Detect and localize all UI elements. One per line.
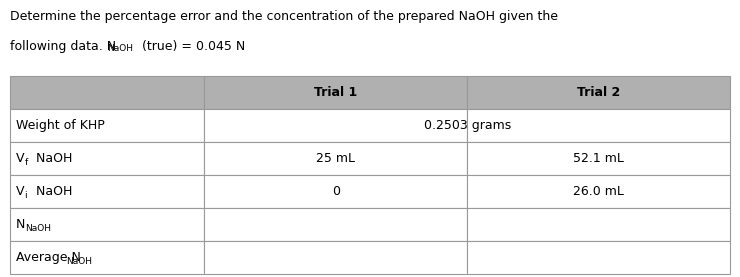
Text: 25 mL: 25 mL xyxy=(316,152,355,165)
Text: Average N: Average N xyxy=(16,251,81,264)
Text: NaOH: NaOH xyxy=(32,185,73,198)
Text: (true) = 0.045 N: (true) = 0.045 N xyxy=(138,40,245,53)
Text: Weight of KHP: Weight of KHP xyxy=(16,119,104,132)
Text: Determine the percentage error and the concentration of the prepared NaOH given : Determine the percentage error and the c… xyxy=(10,10,558,23)
Text: N: N xyxy=(16,218,25,231)
Text: i: i xyxy=(24,191,27,199)
Text: Trial 1: Trial 1 xyxy=(314,86,357,99)
Text: 52.1 mL: 52.1 mL xyxy=(574,152,625,165)
Text: NaOH: NaOH xyxy=(32,152,73,165)
Text: NaOH: NaOH xyxy=(25,224,51,232)
Text: Trial 2: Trial 2 xyxy=(577,86,620,99)
Text: f: f xyxy=(24,158,27,166)
Text: 26.0 mL: 26.0 mL xyxy=(574,185,625,198)
Text: 0.2503 grams: 0.2503 grams xyxy=(424,119,511,132)
Text: following data. N: following data. N xyxy=(10,40,115,53)
Text: V: V xyxy=(16,152,24,165)
Text: V: V xyxy=(16,185,24,198)
Text: 0: 0 xyxy=(332,185,340,198)
Text: NaOH: NaOH xyxy=(66,257,92,266)
Text: NaOH: NaOH xyxy=(107,44,133,53)
